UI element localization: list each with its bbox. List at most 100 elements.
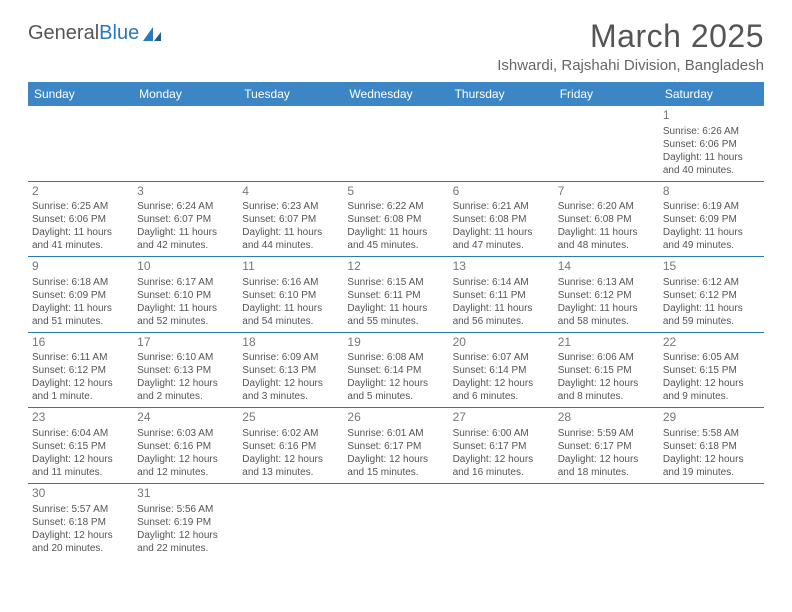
sunset-text: Sunset: 6:12 PM — [558, 289, 655, 302]
day-number: 6 — [453, 184, 550, 200]
sunrise-text: Sunrise: 6:22 AM — [347, 200, 444, 213]
daylight-text: Daylight: 11 hours and 59 minutes. — [663, 302, 760, 328]
sunrise-text: Sunrise: 6:08 AM — [347, 351, 444, 364]
sunrise-text: Sunrise: 6:12 AM — [663, 276, 760, 289]
sunset-text: Sunset: 6:17 PM — [558, 440, 655, 453]
sunset-text: Sunset: 6:16 PM — [137, 440, 234, 453]
calendar-day: 9Sunrise: 6:18 AMSunset: 6:09 PMDaylight… — [28, 257, 133, 332]
calendar-day: 15Sunrise: 6:12 AMSunset: 6:12 PMDayligh… — [659, 257, 764, 332]
daylight-text: Daylight: 12 hours and 22 minutes. — [137, 529, 234, 555]
calendar-day: 7Sunrise: 6:20 AMSunset: 6:08 PMDaylight… — [554, 182, 659, 257]
calendar-day-empty — [28, 106, 133, 181]
day-number: 21 — [558, 335, 655, 351]
calendar-day: 19Sunrise: 6:08 AMSunset: 6:14 PMDayligh… — [343, 333, 448, 408]
calendar-day: 27Sunrise: 6:00 AMSunset: 6:17 PMDayligh… — [449, 408, 554, 483]
sunrise-text: Sunrise: 6:15 AM — [347, 276, 444, 289]
sunrise-text: Sunrise: 6:26 AM — [663, 125, 760, 138]
calendar-day: 28Sunrise: 5:59 AMSunset: 6:17 PMDayligh… — [554, 408, 659, 483]
daylight-text: Daylight: 11 hours and 54 minutes. — [242, 302, 339, 328]
calendar-day: 25Sunrise: 6:02 AMSunset: 6:16 PMDayligh… — [238, 408, 343, 483]
daylight-text: Daylight: 11 hours and 51 minutes. — [32, 302, 129, 328]
sunset-text: Sunset: 6:18 PM — [663, 440, 760, 453]
daylight-text: Daylight: 12 hours and 13 minutes. — [242, 453, 339, 479]
sunset-text: Sunset: 6:08 PM — [347, 213, 444, 226]
sunset-text: Sunset: 6:11 PM — [347, 289, 444, 302]
title-block: March 2025 Ishwardi, Rajshahi Division, … — [497, 18, 764, 74]
sunrise-text: Sunrise: 5:58 AM — [663, 427, 760, 440]
sunrise-text: Sunrise: 6:13 AM — [558, 276, 655, 289]
daylight-text: Daylight: 11 hours and 40 minutes. — [663, 151, 760, 177]
day-number: 26 — [347, 410, 444, 426]
calendar-day: 29Sunrise: 5:58 AMSunset: 6:18 PMDayligh… — [659, 408, 764, 483]
day-number: 16 — [32, 335, 129, 351]
calendar-week: 16Sunrise: 6:11 AMSunset: 6:12 PM Dayligh… — [28, 333, 764, 409]
sunrise-text: Sunrise: 6:00 AM — [453, 427, 550, 440]
calendar-day: 13Sunrise: 6:14 AMSunset: 6:11 PMDayligh… — [449, 257, 554, 332]
sunset-text: Sunset: 6:12 PM — [663, 289, 760, 302]
calendar-day: 2Sunrise: 6:25 AMSunset: 6:06 PMDaylight… — [28, 182, 133, 257]
day-number: 29 — [663, 410, 760, 426]
sunset-text: Sunset: 6:10 PM — [242, 289, 339, 302]
sunset-text: Sunset: 6:14 PM — [347, 364, 444, 377]
daylight-text: Daylight: 11 hours and 41 minutes. — [32, 226, 129, 252]
sunrise-text: Sunrise: 6:23 AM — [242, 200, 339, 213]
sunset-text: Sunset: 6:10 PM — [137, 289, 234, 302]
daylight-text: Daylight: 12 hours and 3 minutes. — [242, 377, 339, 403]
day-number: 11 — [242, 259, 339, 275]
calendar-day: 18Sunrise: 6:09 AMSunset: 6:13 PMDayligh… — [238, 333, 343, 408]
day-number: 12 — [347, 259, 444, 275]
sunset-text: Sunset: 6:06 PM — [32, 213, 129, 226]
sunrise-text: Sunrise: 6:16 AM — [242, 276, 339, 289]
calendar-day: 8Sunrise: 6:19 AMSunset: 6:09 PMDaylight… — [659, 182, 764, 257]
sunrise-text: Sunrise: 6:18 AM — [32, 276, 129, 289]
weekday-header: Saturday — [659, 82, 764, 106]
day-number: 30 — [32, 486, 129, 502]
sunrise-text: Sunrise: 5:59 AM — [558, 427, 655, 440]
logo-text-blue: Blue — [99, 22, 139, 45]
sunset-text: Sunset: 6:12 PM — [32, 364, 129, 377]
daylight-text: Daylight: 11 hours and 52 minutes. — [137, 302, 234, 328]
day-number: 28 — [558, 410, 655, 426]
day-number: 27 — [453, 410, 550, 426]
month-title: March 2025 — [497, 18, 764, 55]
calendar-day-empty — [238, 106, 343, 181]
weekday-header: Friday — [554, 82, 659, 106]
calendar-day: 30Sunrise: 5:57 AMSunset: 6:18 PMDayligh… — [28, 484, 133, 559]
calendar-day-empty — [659, 484, 764, 559]
sunset-text: Sunset: 6:06 PM — [663, 138, 760, 151]
day-number: 3 — [137, 184, 234, 200]
calendar-day-empty — [449, 106, 554, 181]
calendar-week: 9Sunrise: 6:18 AMSunset: 6:09 PMDaylight… — [28, 257, 764, 333]
sunrise-text: Sunrise: 6:19 AM — [663, 200, 760, 213]
daylight-text: Daylight: 11 hours and 49 minutes. — [663, 226, 760, 252]
day-number: 19 — [347, 335, 444, 351]
sunset-text: Sunset: 6:08 PM — [453, 213, 550, 226]
daylight-text: Daylight: 12 hours and 2 minutes. — [137, 377, 234, 403]
sunset-text: Sunset: 6:09 PM — [32, 289, 129, 302]
calendar-day: 20Sunrise: 6:07 AMSunset: 6:14 PMDayligh… — [449, 333, 554, 408]
logo-text-general: General — [28, 22, 99, 45]
sunset-text: Sunset: 6:14 PM — [453, 364, 550, 377]
calendar-week: 2Sunrise: 6:25 AMSunset: 6:06 PMDaylight… — [28, 182, 764, 258]
calendar-day: 5Sunrise: 6:22 AMSunset: 6:08 PMDaylight… — [343, 182, 448, 257]
day-number: 5 — [347, 184, 444, 200]
day-number: 10 — [137, 259, 234, 275]
daylight-text: Daylight: 12 hours and 6 minutes. — [453, 377, 550, 403]
calendar-day: 14Sunrise: 6:13 AMSunset: 6:12 PMDayligh… — [554, 257, 659, 332]
logo: GeneralBlue — [28, 18, 163, 45]
calendar-week: 30Sunrise: 5:57 AMSunset: 6:18 PMDayligh… — [28, 484, 764, 559]
calendar-week: 1Sunrise: 6:26 AMSunset: 6:06 PMDaylight… — [28, 106, 764, 182]
daylight-text: Daylight: 12 hours and 16 minutes. — [453, 453, 550, 479]
day-number: 18 — [242, 335, 339, 351]
weekday-header-row: SundayMondayTuesdayWednesdayThursdayFrid… — [28, 82, 764, 106]
calendar-day: 3Sunrise: 6:24 AMSunset: 6:07 PMDaylight… — [133, 182, 238, 257]
calendar-body: 1Sunrise: 6:26 AMSunset: 6:06 PMDaylight… — [28, 106, 764, 559]
sunrise-text: Sunrise: 6:11 AM — [32, 351, 129, 364]
calendar-day: 23Sunrise: 6:04 AMSunset: 6:15 PMDayligh… — [28, 408, 133, 483]
sunset-text: Sunset: 6:07 PM — [242, 213, 339, 226]
calendar-day: 1Sunrise: 6:26 AMSunset: 6:06 PMDaylight… — [659, 106, 764, 181]
sunset-text: Sunset: 6:15 PM — [32, 440, 129, 453]
calendar-day: 10Sunrise: 6:17 AMSunset: 6:10 PMDayligh… — [133, 257, 238, 332]
calendar-day: 24Sunrise: 6:03 AMSunset: 6:16 PMDayligh… — [133, 408, 238, 483]
daylight-text: Daylight: 12 hours and 12 minutes. — [137, 453, 234, 479]
